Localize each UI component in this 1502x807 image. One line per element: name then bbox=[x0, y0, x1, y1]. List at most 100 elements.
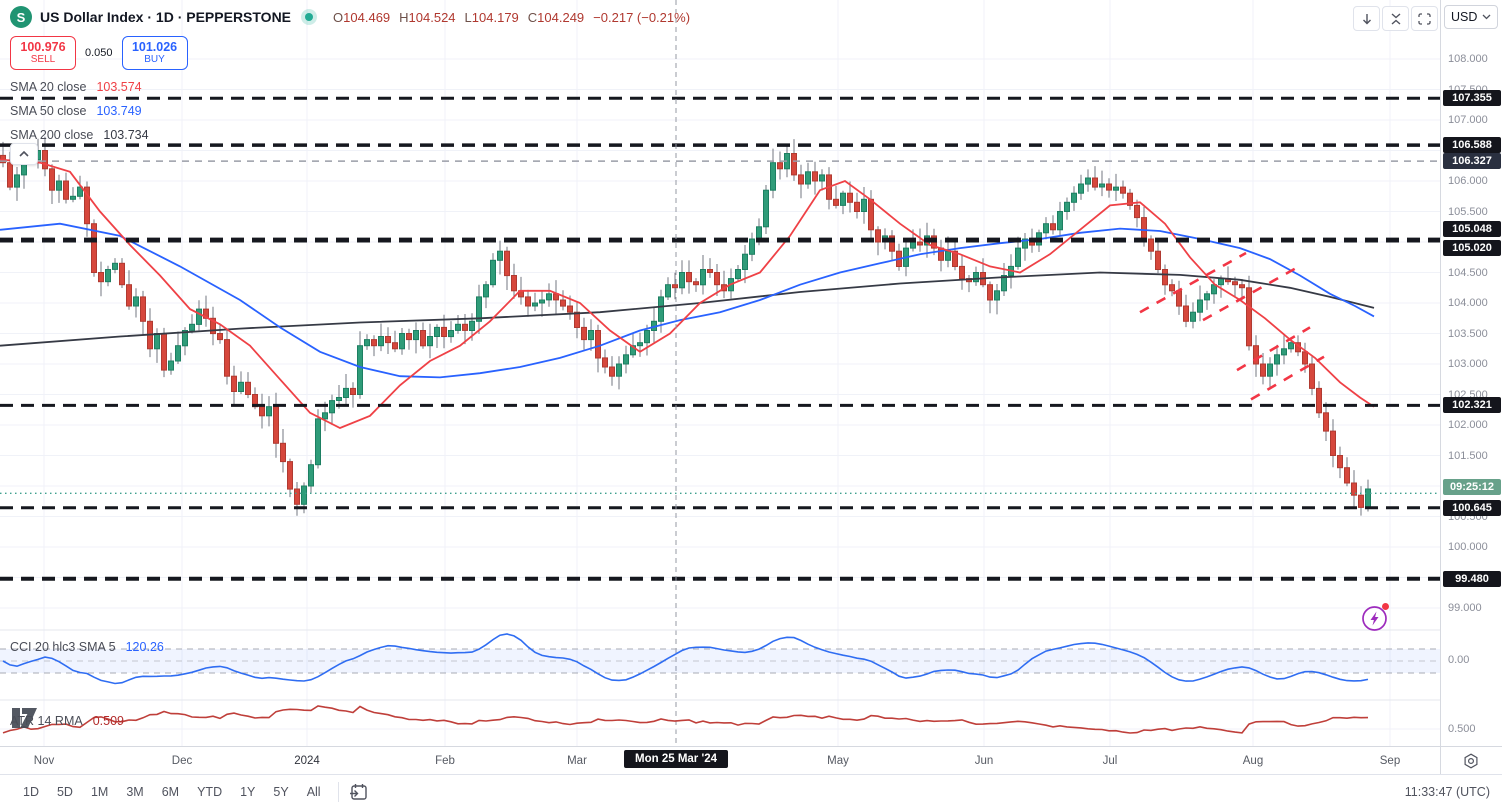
toolbar-divider bbox=[337, 781, 339, 802]
time-axis-label: Jun bbox=[974, 755, 994, 767]
maximize-pane-button[interactable] bbox=[1382, 6, 1409, 31]
chevron-down-icon bbox=[1482, 14, 1491, 20]
price-tick: 103.500 bbox=[1448, 328, 1488, 340]
trendlines[interactable] bbox=[1139, 251, 1325, 401]
sma20-value: 103.574 bbox=[96, 80, 142, 94]
timezone-settings-icon[interactable] bbox=[1462, 752, 1480, 775]
quick-trade-lightning-button[interactable] bbox=[1361, 603, 1389, 632]
price-level-label: 107.355 bbox=[1443, 90, 1501, 106]
price-tick: 107.000 bbox=[1448, 114, 1488, 126]
symbol-header: S US Dollar Index · 1D · PEPPERSTONE O10… bbox=[10, 5, 690, 29]
time-axis-label: Mar bbox=[567, 755, 587, 767]
sma200-label: SMA 200 close bbox=[10, 128, 94, 142]
market-open-dot-icon[interactable] bbox=[305, 13, 314, 21]
clock-utc[interactable]: 11:33:47 (UTC) bbox=[1404, 784, 1490, 799]
sma200-value: 103.734 bbox=[103, 128, 149, 142]
price-tick: 99.000 bbox=[1448, 602, 1482, 614]
ohlc-readout: O104.469 H104.524 L104.179 C104.249 −0.2… bbox=[333, 10, 690, 25]
legend-sma50[interactable]: SMA 50 close 103.749 bbox=[10, 101, 142, 121]
range-button-1d[interactable]: 1D bbox=[23, 784, 39, 799]
close-value: 104.249 bbox=[537, 9, 585, 25]
atr-value: 0.509 bbox=[92, 714, 124, 728]
spread-value: 0.050 bbox=[85, 47, 113, 59]
atr-label: ATR 14 RMA bbox=[10, 714, 83, 728]
scroll-to-recent-button[interactable] bbox=[1353, 6, 1380, 31]
crosshair-date-badge: Mon 25 Mar '24 bbox=[624, 750, 728, 768]
time-axis-label: May bbox=[827, 755, 849, 767]
range-button-5y[interactable]: 5Y bbox=[273, 784, 289, 799]
double-chevron-icon bbox=[1391, 12, 1400, 25]
sma50-label: SMA 50 close bbox=[10, 104, 87, 118]
arrow-down-icon bbox=[1362, 13, 1371, 24]
sma50-value: 103.749 bbox=[96, 104, 142, 118]
price-tick: 103.000 bbox=[1448, 358, 1488, 370]
tradingview-watermark-icon bbox=[12, 707, 38, 734]
buy-button[interactable]: 101.026 BUY bbox=[121, 36, 188, 70]
legend-sma20[interactable]: SMA 20 close 103.574 bbox=[10, 77, 142, 97]
go-to-date-button[interactable] bbox=[349, 783, 368, 801]
chevron-up-icon bbox=[19, 151, 29, 157]
range-button-6m[interactable]: 6M bbox=[161, 784, 180, 799]
range-button-all[interactable]: All bbox=[306, 784, 321, 799]
range-buttons: 1D 5D 1M 3M 6M YTD 1Y 5Y All bbox=[14, 781, 330, 803]
atr-line[interactable] bbox=[2, 705, 1369, 734]
range-button-1m[interactable]: 1M bbox=[90, 784, 109, 799]
time-axis-label: Nov bbox=[33, 755, 55, 767]
open-value: 104.469 bbox=[343, 9, 391, 25]
grid bbox=[0, 0, 1440, 746]
price-tick: 104.500 bbox=[1448, 267, 1488, 279]
cci-line[interactable] bbox=[2, 633, 1369, 685]
sell-button[interactable]: 100.976 SELL bbox=[10, 36, 76, 70]
sma50-line[interactable] bbox=[0, 222, 1375, 379]
symbol-title[interactable]: US Dollar Index · 1D · PEPPERSTONE bbox=[40, 9, 292, 25]
currency-dropdown[interactable]: USD bbox=[1444, 5, 1498, 29]
price-tick: 106.000 bbox=[1448, 175, 1488, 187]
notification-dot bbox=[1382, 603, 1389, 610]
cci-label: CCI 20 hlc3 SMA 5 bbox=[10, 640, 116, 654]
price-level-label: 105.020 bbox=[1443, 240, 1501, 256]
fullscreen-button[interactable] bbox=[1411, 6, 1438, 31]
low-value: 104.179 bbox=[471, 9, 519, 25]
cci-legend[interactable]: CCI 20 hlc3 SMA 5 120.26 bbox=[10, 640, 164, 654]
fullscreen-icon bbox=[1418, 12, 1431, 25]
price-tick: 108.000 bbox=[1448, 53, 1488, 65]
axis-divider bbox=[1440, 747, 1441, 775]
price-tick: 100.000 bbox=[1448, 541, 1488, 553]
high-label: H bbox=[399, 9, 409, 25]
time-axis[interactable]: Mon 25 Mar '24 Nov Dec 2024 Feb Mar May Jun Jul… bbox=[0, 746, 1502, 775]
bottom-toolbar: 1D 5D 1M 3M 6M YTD 1Y 5Y All 11:33:47 (UTC) bbox=[0, 774, 1502, 807]
legend-sma200[interactable]: SMA 200 close 103.734 bbox=[10, 125, 149, 145]
price-level-label: 99.480 bbox=[1443, 571, 1501, 587]
time-axis-label: 2024 bbox=[294, 755, 320, 767]
range-button-3m[interactable]: 3M bbox=[126, 784, 144, 799]
price-level-label: 100.645 bbox=[1443, 500, 1501, 516]
time-axis-label: Feb bbox=[435, 755, 455, 767]
range-button-ytd[interactable]: YTD bbox=[197, 784, 223, 799]
buy-label: BUY bbox=[144, 54, 165, 66]
time-axis-label: Aug bbox=[1242, 755, 1264, 767]
sma200-line[interactable] bbox=[0, 271, 1375, 347]
sell-label: SELL bbox=[30, 54, 56, 66]
sma20-line[interactable] bbox=[0, 158, 1375, 429]
bar-countdown-label: 09:25:12 bbox=[1443, 479, 1501, 495]
price-tick: 105.500 bbox=[1448, 206, 1488, 218]
price-axis[interactable]: 108.000107.500107.000106.000105.500104.5… bbox=[1440, 0, 1502, 746]
cci-axis-tick: 0.00 bbox=[1448, 654, 1470, 666]
symbol-logo[interactable]: S bbox=[10, 6, 32, 28]
pane-separators[interactable] bbox=[0, 629, 1440, 701]
change-value: −0.217 (−0.21%) bbox=[593, 9, 691, 25]
price-tick: 101.500 bbox=[1448, 450, 1488, 462]
time-axis-label: Dec bbox=[171, 755, 193, 767]
collapse-legend-button[interactable] bbox=[10, 143, 38, 165]
buy-price: 101.026 bbox=[131, 39, 178, 54]
level-lines[interactable] bbox=[0, 96, 1440, 581]
range-button-1y[interactable]: 1Y bbox=[240, 784, 256, 799]
price-level-label: 106.588 bbox=[1443, 137, 1501, 153]
atr-legend[interactable]: ATR 14 RMA 0.509 bbox=[10, 714, 124, 728]
atr-axis-tick: 0.500 bbox=[1448, 723, 1476, 735]
time-axis-label: Sep bbox=[1379, 755, 1401, 767]
range-button-5d[interactable]: 5D bbox=[56, 784, 73, 799]
price-tick: 102.000 bbox=[1448, 419, 1488, 431]
price-chart-canvas[interactable] bbox=[0, 0, 1440, 746]
low-label: L bbox=[464, 9, 472, 25]
